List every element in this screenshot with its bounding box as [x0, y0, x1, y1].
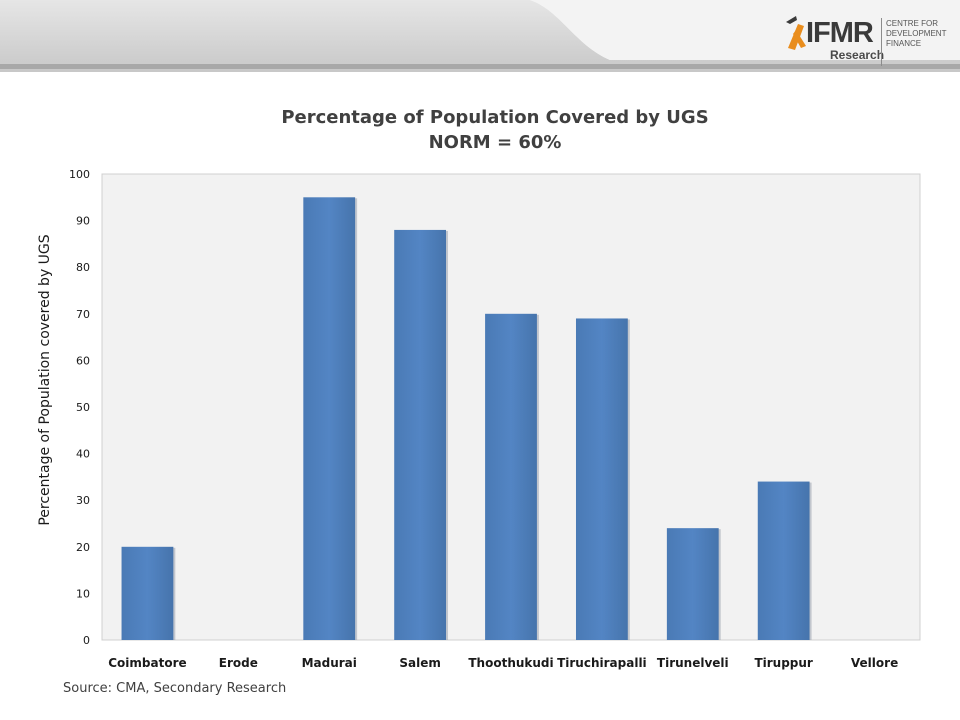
x-tick-label: Salem	[399, 656, 441, 670]
y-tick-label: 20	[76, 541, 90, 554]
y-tick-label: 90	[76, 215, 90, 228]
logo-tagline-line: CENTRE FOR	[886, 19, 938, 28]
x-axis-labels: Coimbatore Erode Madurai Salem Thoothukudi Ti…	[108, 656, 898, 670]
y-tick-label: 100	[69, 168, 90, 181]
ifmr-logo: IFMR Research CENTRE FOR DEVELOPMENT FIN…	[784, 14, 946, 70]
logo-brand-text: IFMR	[806, 17, 874, 49]
source-note: Source: CMA, Secondary Research	[63, 681, 287, 696]
y-axis-ticks: 0 10 20 30 40 50 60 70 80 90 100	[69, 168, 90, 647]
bar-tiruppur	[757, 481, 810, 640]
y-tick-label: 80	[76, 261, 90, 274]
logo-sub-text: Research	[830, 48, 885, 62]
logo-tagline-line: FINANCE	[886, 39, 922, 48]
bar-tirunelveli	[666, 528, 719, 640]
x-tick-label: Madurai	[302, 656, 357, 670]
x-tick-label: Tirunelveli	[657, 656, 729, 670]
chart-subtitle: NORM = 60%	[428, 132, 562, 153]
y-tick-label: 50	[76, 401, 90, 414]
bar-madurai	[303, 197, 356, 641]
ifmr-logo-mark-icon	[786, 16, 806, 50]
chart-title: Percentage of Population Covered by UGS	[281, 107, 709, 128]
logo-divider	[881, 18, 882, 66]
x-tick-label: Tiruchirapalli	[557, 656, 647, 670]
y-tick-label: 10	[76, 587, 90, 600]
header-band	[0, 0, 960, 72]
y-tick-label: 60	[76, 354, 90, 367]
bar-thoothukudi	[485, 313, 537, 640]
logo-tagline-line: DEVELOPMENT	[886, 29, 947, 38]
bar-coimbatore	[121, 546, 174, 640]
x-tick-label: Thoothukudi	[468, 656, 553, 670]
bar-tiruchirapalli	[575, 318, 628, 640]
x-tick-label: Coimbatore	[108, 656, 186, 670]
y-tick-label: 30	[76, 494, 90, 507]
x-tick-label: Vellore	[851, 656, 898, 670]
bars	[121, 197, 812, 641]
logo-tagline: CENTRE FOR DEVELOPMENT FINANCE	[886, 19, 946, 49]
x-tick-label: Tiruppur	[754, 656, 812, 670]
y-tick-label: 0	[83, 634, 90, 647]
y-tick-label: 70	[76, 308, 90, 321]
x-tick-label: Erode	[219, 656, 258, 670]
bar-salem	[394, 229, 447, 641]
y-tick-label: 40	[76, 448, 90, 461]
